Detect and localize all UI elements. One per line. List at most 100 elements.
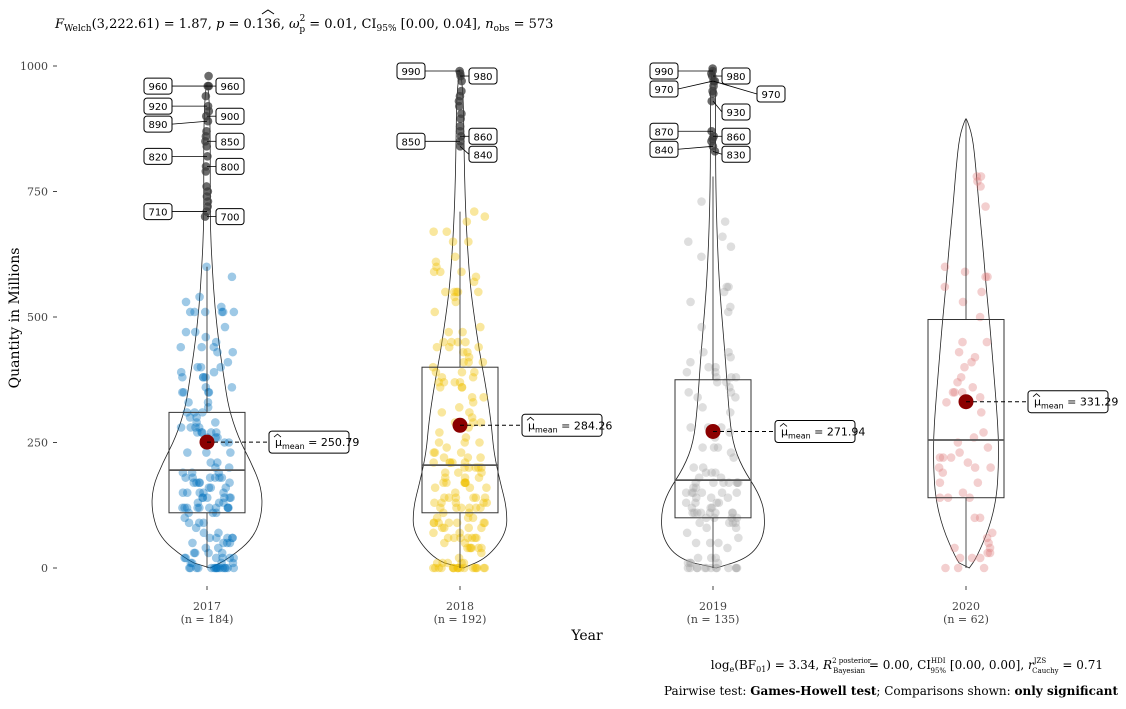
data-point [228, 533, 237, 543]
mean-label: μmean = 331.29 [1034, 396, 1118, 411]
data-point [713, 558, 723, 568]
outlier-label-box [143, 115, 173, 133]
data-point [181, 473, 190, 482]
outlier-label: 850 [401, 137, 420, 148]
data-point [192, 428, 202, 437]
data-point [946, 453, 956, 462]
data-point [985, 548, 995, 558]
data-point [940, 282, 950, 292]
data-point [210, 473, 220, 482]
mean-hat [779, 422, 788, 427]
data-point [457, 382, 467, 392]
data-point [179, 388, 188, 397]
data-point [215, 473, 224, 482]
data-point [696, 508, 706, 518]
data-point [981, 202, 990, 211]
data-point [182, 503, 192, 513]
box [168, 411, 246, 514]
data-point [983, 548, 992, 558]
data-point [192, 413, 201, 422]
data-point [958, 297, 968, 307]
data-point [724, 282, 733, 292]
data-point [213, 458, 222, 467]
data-point [711, 367, 720, 377]
outlier-label-box [215, 208, 245, 226]
data-point [193, 498, 203, 508]
data-point [228, 347, 238, 357]
data-point [229, 563, 239, 573]
data-point [434, 518, 443, 528]
data-point [728, 508, 738, 518]
data-point [704, 362, 713, 372]
data-point [225, 478, 234, 487]
outlier-leader [712, 80, 758, 95]
data-point [987, 528, 997, 538]
data-point [686, 423, 696, 432]
box [674, 379, 752, 519]
data-point [712, 563, 722, 573]
data-point [457, 382, 467, 392]
data-point [442, 443, 452, 452]
data-point [212, 563, 221, 573]
data-point [209, 342, 219, 352]
data-point [186, 423, 196, 432]
data-point [457, 267, 466, 277]
data-point [185, 563, 194, 573]
data-point [950, 543, 959, 553]
bayes-caption: loge(BF01) = 3.34, R2 posterior Bayesian … [711, 657, 1103, 675]
outlier-point [456, 114, 465, 124]
data-point [689, 463, 699, 472]
data-point [188, 473, 197, 482]
outlier-label-box [215, 157, 245, 175]
data-point [212, 563, 221, 573]
data-point [472, 563, 482, 573]
data-point [460, 478, 470, 487]
data-point [697, 197, 706, 206]
data-point [976, 408, 986, 417]
data-point [682, 528, 692, 538]
data-point [195, 478, 205, 487]
data-point [731, 518, 740, 528]
outlier-label-box [721, 67, 751, 85]
data-point [955, 448, 964, 457]
data-point [451, 493, 461, 503]
data-point [686, 357, 695, 367]
data-point [209, 563, 219, 573]
outlier-point [201, 162, 211, 171]
data-point [720, 217, 730, 226]
outlier-point [710, 76, 720, 86]
data-point [689, 488, 698, 498]
data-point [211, 418, 220, 427]
data-point [438, 558, 447, 568]
data-point [986, 463, 995, 472]
data-point [437, 408, 447, 417]
data-point [689, 483, 698, 492]
data-point [459, 357, 468, 367]
data-point [688, 508, 697, 518]
data-point [960, 362, 969, 372]
data-point [701, 563, 711, 573]
data-point [687, 488, 697, 498]
data-point [206, 458, 216, 467]
data-point [197, 428, 206, 437]
mean-hat [1032, 393, 1041, 397]
data-point [683, 237, 693, 246]
data-point [457, 503, 466, 513]
outlier-leader [677, 145, 714, 150]
data-point [440, 538, 449, 548]
data-point [217, 302, 226, 312]
outlier-point [203, 152, 212, 161]
data-point [184, 518, 194, 528]
data-point [436, 267, 445, 277]
data-point [691, 498, 700, 508]
data-point [206, 428, 216, 437]
data-point [970, 463, 980, 472]
data-point [198, 493, 208, 503]
outlier-label: 970 [654, 85, 673, 96]
data-point [700, 563, 710, 573]
data-point [449, 563, 459, 573]
data-point [220, 563, 229, 573]
data-point [176, 423, 186, 432]
data-point [452, 287, 461, 297]
data-point [714, 498, 724, 508]
